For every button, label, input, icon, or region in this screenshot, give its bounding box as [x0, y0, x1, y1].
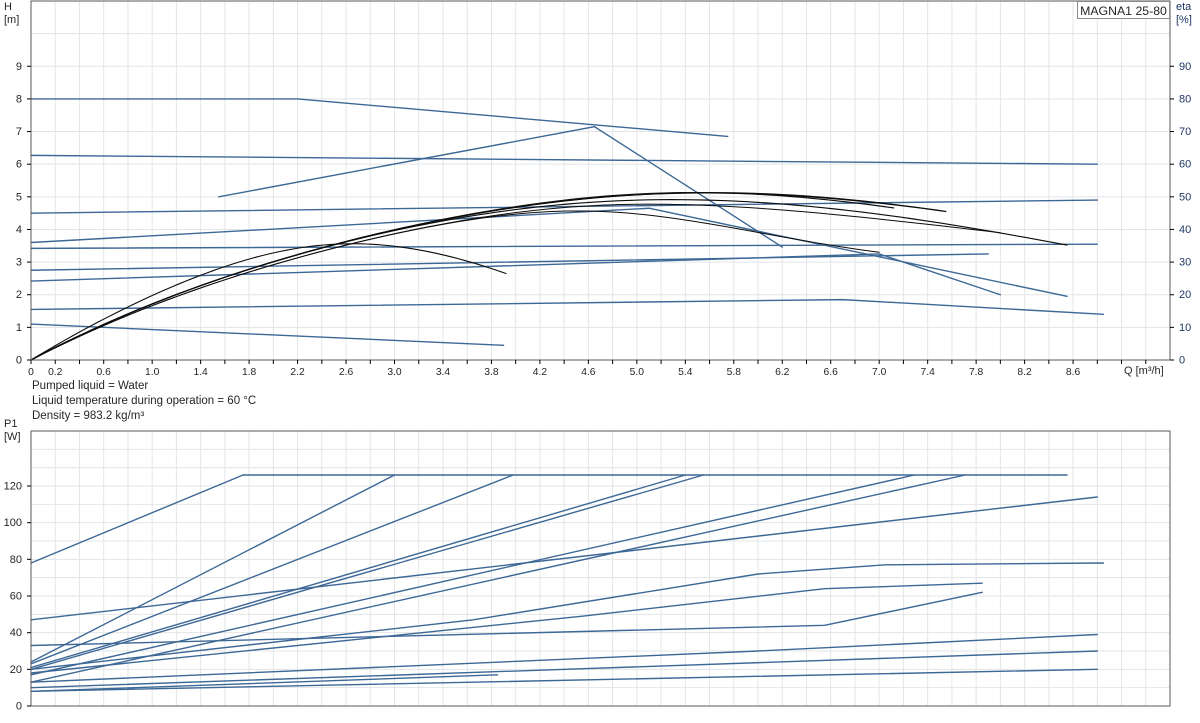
svg-text:40: 40: [10, 627, 22, 639]
svg-text:20: 20: [10, 664, 22, 676]
svg-text:100: 100: [4, 517, 22, 529]
svg-text:80: 80: [10, 554, 22, 566]
svg-text:120: 120: [4, 481, 22, 493]
svg-text:0: 0: [16, 701, 22, 713]
svg-text:60: 60: [10, 591, 22, 603]
